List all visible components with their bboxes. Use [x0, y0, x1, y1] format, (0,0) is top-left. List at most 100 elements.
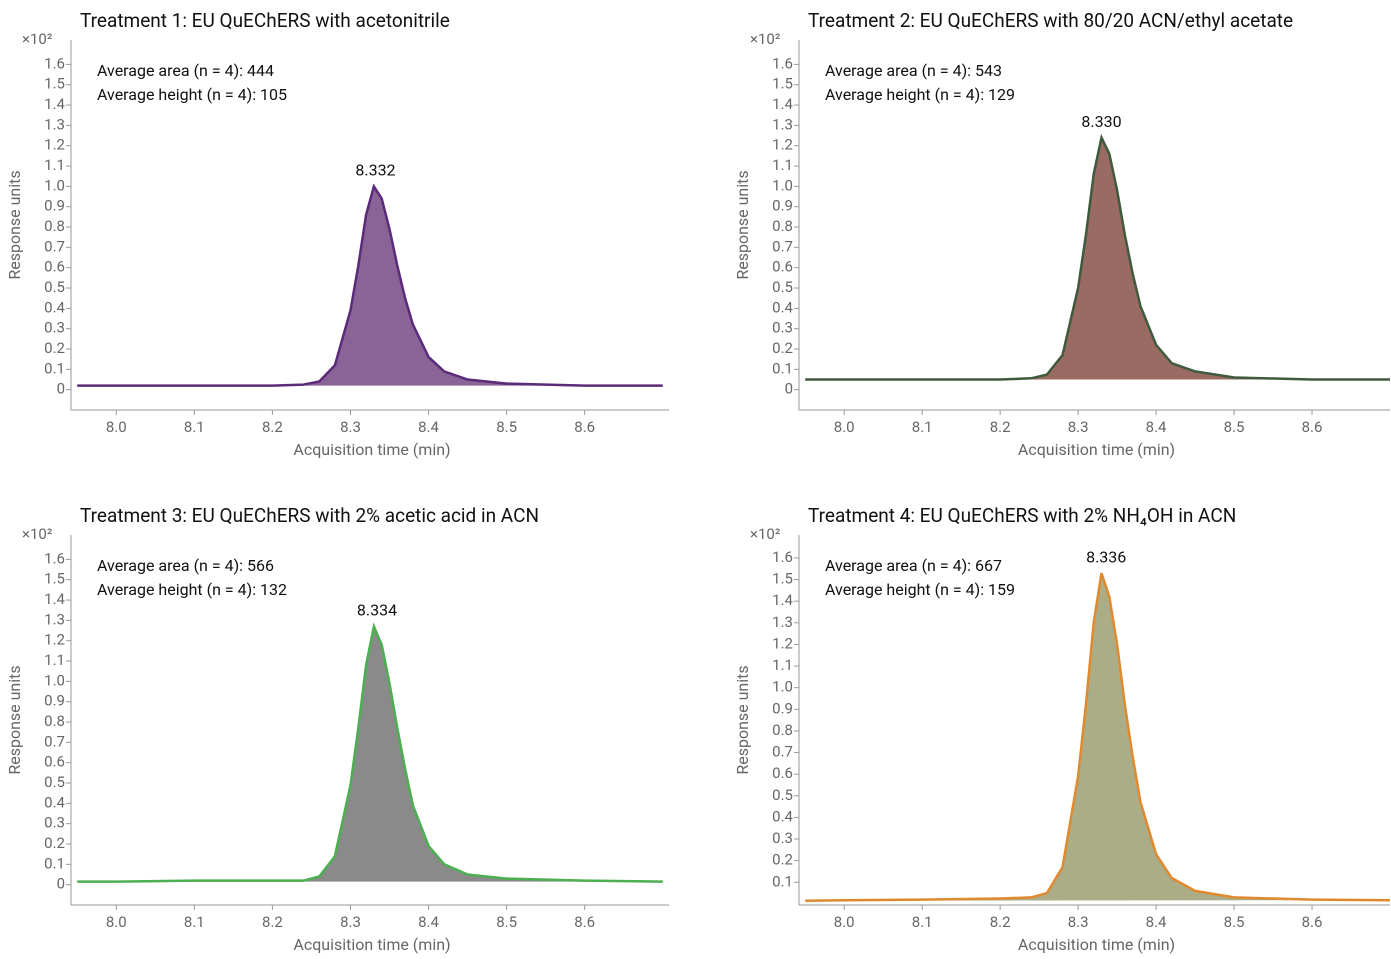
y-tick-label: 1.1 [44, 651, 65, 669]
y-multiplier: ×10² [750, 30, 780, 48]
chart-panel: Treatment 4: EU QuEChERS with 2% NH₄OH i… [733, 504, 1391, 954]
y-tick-label: 1.3 [44, 610, 65, 628]
y-tick-label: 0.4 [772, 298, 793, 316]
y-tick-label: 1.3 [772, 115, 793, 133]
y-tick-label: 0.1 [44, 854, 65, 872]
x-tick-label: 8.5 [496, 418, 517, 436]
y-tick-label: 0.7 [772, 237, 793, 255]
y-multiplier: ×10² [22, 30, 52, 48]
x-axis-title: Acquisition time (min) [1018, 440, 1175, 459]
y-tick-label: 1.3 [44, 115, 65, 133]
y-axis-title: Response units [5, 665, 24, 774]
x-tick-label: 8.1 [912, 913, 933, 931]
y-tick-label: 0.7 [772, 743, 793, 761]
x-tick-label: 8.6 [574, 418, 595, 436]
y-axis-title: Response units [733, 665, 752, 774]
x-tick-label: 8.4 [1146, 418, 1167, 436]
y-tick-label: 0.8 [44, 712, 65, 730]
x-tick-label: 8.1 [912, 418, 933, 436]
x-tick-label: 8.4 [418, 913, 439, 931]
peak-label: 8.334 [357, 601, 397, 620]
y-tick-label: 0.3 [772, 319, 793, 337]
peak-area [805, 137, 1390, 380]
chart-title: Treatment 3: EU QuEChERS with 2% acetic … [80, 504, 539, 527]
y-tick-label: 0.1 [44, 359, 65, 377]
trace-line [805, 572, 1391, 902]
y-tick-label: 0.7 [44, 237, 65, 255]
y-tick-label: 1.5 [44, 75, 65, 93]
y-tick-label: 0.6 [44, 753, 65, 771]
y-multiplier: ×10² [750, 525, 780, 543]
x-tick-label: 8.3 [1068, 913, 1089, 931]
x-tick-label: 8.1 [184, 913, 205, 931]
peak-area [77, 626, 663, 882]
y-tick-label: 1.1 [772, 156, 793, 174]
y-tick-label: 1.2 [772, 136, 793, 154]
chart-panel: Treatment 1: EU QuEChERS with acetonitri… [5, 9, 669, 459]
y-tick-label: 1.6 [44, 54, 65, 72]
y-tick-label: 0.6 [772, 764, 793, 782]
chart-panel: Treatment 3: EU QuEChERS with 2% acetic … [5, 504, 669, 954]
y-axis-title: Response units [733, 170, 752, 279]
x-axis-title: Acquisition time (min) [293, 440, 450, 459]
x-tick-label: 8.3 [340, 913, 361, 931]
y-tick-label: 0.9 [772, 699, 793, 717]
y-tick-label: 0.4 [44, 793, 65, 811]
y-tick-label: 0.5 [772, 786, 793, 804]
x-axis-title: Acquisition time (min) [1018, 935, 1175, 954]
y-tick-label: 1.5 [772, 570, 793, 588]
y-tick-label: 1.2 [44, 136, 65, 154]
x-tick-label: 8.3 [1068, 418, 1089, 436]
annotation: Average area (n = 4): 543 [825, 61, 1002, 80]
x-tick-label: 8.0 [834, 418, 855, 436]
y-tick-label: 1.2 [44, 631, 65, 649]
y-tick-label: 0.2 [44, 339, 65, 357]
chart-panel: Treatment 2: EU QuEChERS with 80/20 ACN/… [733, 9, 1390, 459]
y-tick-label: 0.6 [772, 258, 793, 276]
annotation: Average height (n = 4): 129 [825, 85, 1015, 104]
y-tick-label: 1.0 [44, 671, 65, 689]
y-tick-label: 0 [785, 380, 793, 398]
peak-label: 8.332 [355, 161, 395, 180]
y-multiplier: ×10² [22, 525, 52, 543]
y-tick-label: 0 [57, 875, 65, 893]
y-tick-label: 0.1 [772, 872, 793, 890]
y-tick-label: 0.1 [772, 359, 793, 377]
x-tick-label: 8.2 [262, 418, 283, 436]
peak-area [77, 186, 663, 386]
annotation: Average height (n = 4): 105 [97, 85, 287, 104]
y-tick-label: 0.9 [44, 197, 65, 215]
y-tick-label: 1.0 [772, 678, 793, 696]
trace-line [805, 133, 1390, 381]
x-tick-label: 8.6 [1302, 913, 1323, 931]
y-tick-label: 0.5 [44, 278, 65, 296]
y-tick-label: 0.9 [772, 197, 793, 215]
y-tick-label: 0.2 [44, 834, 65, 852]
y-tick-label: 1.1 [772, 656, 793, 674]
annotation: Average area (n = 4): 667 [825, 556, 1002, 575]
x-tick-label: 8.2 [990, 913, 1011, 931]
y-tick-label: 0.8 [44, 217, 65, 235]
y-tick-label: 1.5 [772, 75, 793, 93]
x-tick-label: 8.4 [1146, 913, 1167, 931]
x-tick-label: 8.5 [496, 913, 517, 931]
y-tick-label: 0.7 [44, 732, 65, 750]
y-tick-label: 0.2 [772, 339, 793, 357]
peak-label: 8.330 [1081, 112, 1121, 131]
y-axis-title: Response units [5, 170, 24, 279]
y-tick-label: 0.6 [44, 258, 65, 276]
x-tick-label: 8.5 [1224, 913, 1245, 931]
x-tick-label: 8.1 [184, 418, 205, 436]
y-tick-label: 1.6 [772, 548, 793, 566]
y-tick-label: 0.5 [772, 278, 793, 296]
x-tick-label: 8.0 [106, 418, 127, 436]
y-tick-label: 0.2 [772, 851, 793, 869]
y-tick-label: 0.3 [44, 814, 65, 832]
y-tick-label: 0 [57, 380, 65, 398]
trace-line [77, 183, 663, 387]
annotation: Average height (n = 4): 132 [97, 580, 287, 599]
annotation: Average area (n = 4): 444 [97, 61, 274, 80]
peak-area [805, 573, 1390, 901]
y-tick-label: 1.3 [772, 613, 793, 631]
